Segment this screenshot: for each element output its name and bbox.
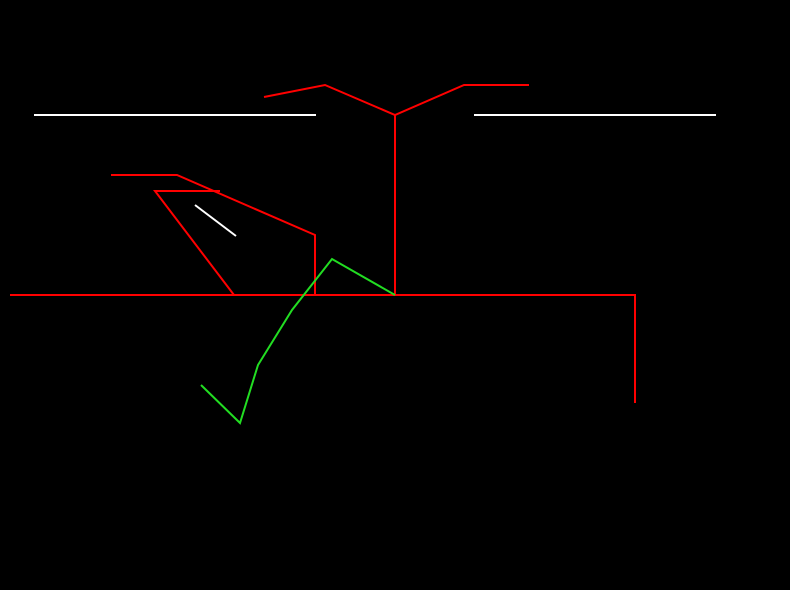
red-lower-arm — [152, 190, 235, 296]
green-path — [200, 257, 396, 425]
red-top-v-shape — [263, 83, 529, 117]
white-line-short-diagonal — [194, 204, 237, 237]
red-upper-arm — [111, 174, 316, 295]
red-ground-line — [10, 294, 636, 403]
